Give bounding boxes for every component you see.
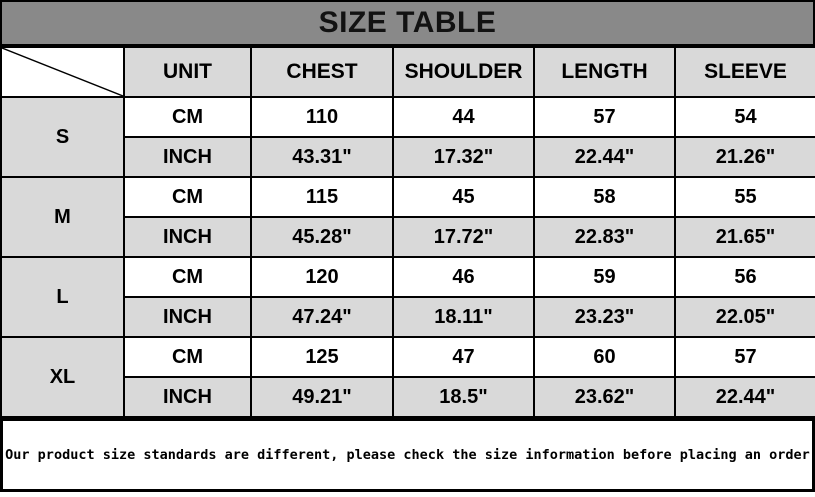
- size-row-label-l: L: [0, 256, 125, 338]
- table-cell: 22.83": [533, 216, 676, 258]
- table-row: INCH 49.21" 18.5" 23.62" 22.44": [1, 376, 815, 418]
- table-cell: 43.31": [250, 136, 394, 178]
- size-table: UNIT CHEST SHOULDER LENGTH SLEEVE S CM 1…: [0, 46, 815, 418]
- table-cell: 21.26": [674, 136, 815, 178]
- unit-cell: INCH: [123, 376, 252, 418]
- unit-cell: INCH: [123, 296, 252, 338]
- column-header-chest: CHEST: [250, 46, 394, 98]
- table-cell: 22.44": [533, 136, 676, 178]
- table-cell: 125: [250, 336, 394, 378]
- diagonal-line: [3, 49, 122, 95]
- table-cell: 58: [533, 176, 676, 218]
- column-header-unit: UNIT: [123, 46, 252, 98]
- unit-cell: CM: [123, 96, 252, 138]
- unit-cell: CM: [123, 256, 252, 298]
- table-row: L CM 120 46 59 56: [0, 256, 815, 338]
- table-cell: 44: [392, 96, 535, 138]
- table-cell: 57: [674, 336, 815, 378]
- table-cell: 47.24": [250, 296, 394, 338]
- column-header-sleeve: SLEEVE: [674, 46, 815, 98]
- table-cell: 60: [533, 336, 676, 378]
- diagonal-header-cell: [0, 46, 125, 98]
- size-row-label-s: S: [0, 96, 125, 178]
- footer-note: Our product size standards are different…: [0, 418, 815, 492]
- table-cell: 56: [674, 256, 815, 298]
- table-row: INCH 47.24" 18.11" 23.23" 22.05": [1, 296, 815, 338]
- unit-cell: INCH: [123, 216, 252, 258]
- table-cell: 54: [674, 96, 815, 138]
- unit-cell: CM: [123, 336, 252, 378]
- table-cell: 49.21": [250, 376, 394, 418]
- table-cell: 21.65": [674, 216, 815, 258]
- table-cell: 18.5": [392, 376, 535, 418]
- column-header-length: LENGTH: [533, 46, 676, 98]
- table-cell: 17.32": [392, 136, 535, 178]
- size-row-label-m: M: [0, 176, 125, 258]
- table-cell: 18.11": [392, 296, 535, 338]
- table-cell: 47: [392, 336, 535, 378]
- table-cell: 55: [674, 176, 815, 218]
- table-row: S CM 110 44 57 54: [0, 96, 815, 178]
- column-header-shoulder: SHOULDER: [392, 46, 535, 98]
- table-cell: 59: [533, 256, 676, 298]
- page-title: SIZE TABLE: [0, 0, 815, 46]
- table-cell: 45: [392, 176, 535, 218]
- unit-cell: INCH: [123, 136, 252, 178]
- table-cell: 115: [250, 176, 394, 218]
- header-row: UNIT CHEST SHOULDER LENGTH SLEEVE: [0, 46, 815, 98]
- table-cell: 57: [533, 96, 676, 138]
- table-row: INCH 43.31" 17.32" 22.44" 21.26": [1, 136, 815, 178]
- table-cell: 23.23": [533, 296, 676, 338]
- table-row: M CM 115 45 58 55: [0, 176, 815, 258]
- table-cell: 45.28": [250, 216, 394, 258]
- table-cell: 22.44": [674, 376, 815, 418]
- table-row: XL CM 125 47 60 57: [0, 336, 815, 418]
- unit-cell: CM: [123, 176, 252, 218]
- table-cell: 120: [250, 256, 394, 298]
- size-row-label-xl: XL: [0, 336, 125, 418]
- table-cell: 110: [250, 96, 394, 138]
- table-row: INCH 45.28" 17.72" 22.83" 21.65": [1, 216, 815, 258]
- table-cell: 22.05": [674, 296, 815, 338]
- table-cell: 23.62": [533, 376, 676, 418]
- table-cell: 17.72": [392, 216, 535, 258]
- table-cell: 46: [392, 256, 535, 298]
